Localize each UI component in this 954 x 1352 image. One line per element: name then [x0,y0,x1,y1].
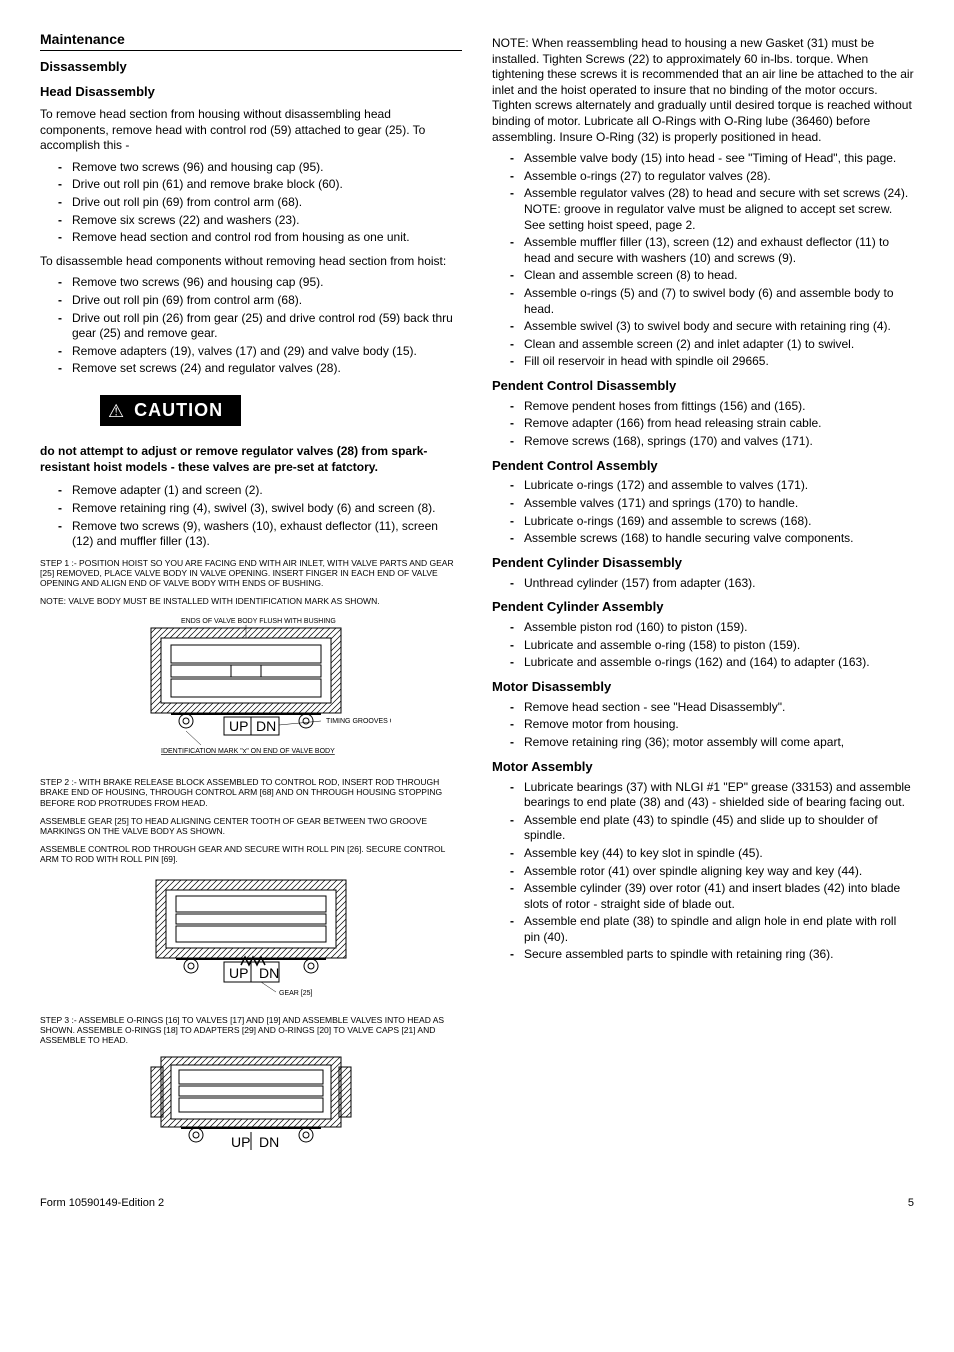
diagram-step2: UP DN GEAR [25] [40,870,462,1005]
list-item: Remove two screws (9), washers (10), exh… [72,519,462,550]
list-item: Remove two screws (96) and housing cap (… [72,275,462,291]
list-remove-head: Remove two screws (96) and housing cap (… [40,160,462,246]
list-item: Clean and assemble screen (2) and inlet … [524,337,914,353]
list-item: Remove retaining ring (36); motor assemb… [524,735,914,751]
label-up: UP [229,718,248,734]
heading-maintenance: Maintenance [40,30,462,51]
step2c-text: ASSEMBLE CONTROL ROD THROUGH GEAR AND SE… [40,844,462,864]
label-up: UP [231,1134,250,1150]
label-dn: DN [259,1134,279,1150]
list-item: Assemble valve body (15) into head - see… [524,151,914,167]
list-disassemble-head: Remove two screws (96) and housing cap (… [40,275,462,377]
list-item: Remove motor from housing. [524,717,914,733]
intro-text-2: To disassemble head components without r… [40,254,462,270]
list-item: Assemble piston rod (160) to piston (159… [524,620,914,636]
label-dn: DN [256,718,276,734]
list-item: Assemble rotor (41) over spindle alignin… [524,864,914,880]
list-item: Drive out roll pin (69) from control arm… [72,195,462,211]
list-item: Clean and assemble screen (8) to head. [524,268,914,284]
list-item: Assemble o-rings (5) and (7) to swivel b… [524,286,914,317]
list-item: Assemble key (44) to key slot in spindle… [524,846,914,862]
list-item: Assemble swivel (3) to swivel body and s… [524,319,914,335]
diagram-step3: UP DN [40,1052,462,1157]
list-item: Secure assembled parts to spindle with r… [524,947,914,963]
list-pcya: Assemble piston rod (160) to piston (159… [492,620,914,671]
list-item: Drive out roll pin (26) from gear (25) a… [72,311,462,342]
heading-pendent-control-asm: Pendent Control Assembly [492,458,914,475]
diag1-label-grooves: TIMING GROOVES ON VALVE BODY [326,718,391,725]
heading-pendent-control-dis: Pendent Control Disassembly [492,378,914,395]
list-assembly: Assemble valve body (15) into head - see… [492,151,914,370]
heading-motor-dis: Motor Disassembly [492,679,914,696]
list-item: Assemble end plate (43) to spindle (45) … [524,813,914,844]
heading-motor-asm: Motor Assembly [492,759,914,776]
list-item: Remove adapters (19), valves (17) and (2… [72,344,462,360]
list-motor-asm: Lubricate bearings (37) with NLGI #1 "EP… [492,780,914,964]
step1-note: NOTE: VALVE BODY MUST BE INSTALLED WITH … [40,596,462,606]
step1-text: STEP 1 :- POSITION HOIST SO YOU ARE FACI… [40,558,462,589]
list-item: Remove adapter (166) from head releasing… [524,416,914,432]
step3-text: STEP 3 :- ASSEMBLE O-RINGS [16] TO VALVE… [40,1015,462,1046]
list-pca: Lubricate o-rings (172) and assemble to … [492,478,914,546]
step2b-text: ASSEMBLE GEAR [25] TO HEAD ALIGNING CENT… [40,816,462,836]
list-item: Remove retaining ring (4), swivel (3), s… [72,501,462,517]
list-item: Lubricate bearings (37) with NLGI #1 "EP… [524,780,914,811]
list-item: Lubricate o-rings (169) and assemble to … [524,514,914,530]
list-item: Unthread cylinder (157) from adapter (16… [524,576,914,592]
list-item: Assemble screws (168) to handle securing… [524,531,914,547]
list-item: Fill oil reservoir in head with spindle … [524,354,914,370]
list-item: Remove pendent hoses from fittings (156)… [524,399,914,415]
diagram-step1: UP DN ENDS OF VALVE BODY FLUSH WITH BUSH… [40,613,462,768]
list-motor-dis: Remove head section - see "Head Disassem… [492,700,914,751]
list-item: Assemble muffler filler (13), screen (12… [524,235,914,266]
footer-page-number: 5 [908,1196,914,1210]
list-item: Remove six screws (22) and washers (23). [72,213,462,229]
warning-icon: ⚠ [108,402,124,420]
diag2-gear-label: GEAR [25] [279,990,313,997]
reassembly-note: NOTE: When reassembling head to housing … [492,36,914,145]
list-item: Drive out roll pin (61) and remove brake… [72,177,462,193]
diag1-label-id: IDENTIFICATION MARK "x" ON END OF VALVE … [161,748,335,755]
list-remove-adapter: Remove adapter (1) and screen (2). Remov… [40,483,462,549]
list-item: Lubricate and assemble o-rings (162) and… [524,655,914,671]
list-item: Lubricate o-rings (172) and assemble to … [524,478,914,494]
list-item: Assemble valves (171) and springs (170) … [524,496,914,512]
diag1-label-flush: ENDS OF VALVE BODY FLUSH WITH BUSHING [181,618,336,625]
list-item: Assemble cylinder (39) over rotor (41) a… [524,881,914,912]
page-footer: Form 10590149-Edition 2 5 [40,1196,914,1210]
footer-form: Form 10590149-Edition 2 [40,1196,164,1210]
list-item: Remove set screws (24) and regulator val… [72,361,462,377]
caution-box: ⚠ CAUTION [100,395,241,426]
list-item: Remove screws (168), springs (170) and v… [524,434,914,450]
heading-disassembly: Dissassembly [40,59,462,76]
heading-head-disassembly: Head Disassembly [40,84,462,101]
list-item: Remove two screws (96) and housing cap (… [72,160,462,176]
heading-pendent-cyl-asm: Pendent Cylinder Assembly [492,599,914,616]
caution-label: CAUTION [134,399,223,422]
list-item: Lubricate and assemble o-ring (158) to p… [524,638,914,654]
step2-text: STEP 2 :- WITH BRAKE RELEASE BLOCK ASSEM… [40,777,462,808]
list-item: Assemble o-rings (27) to regulator valve… [524,169,914,185]
label-up: UP [229,965,248,981]
list-item: Drive out roll pin (69) from control arm… [72,293,462,309]
list-pcd: Remove pendent hoses from fittings (156)… [492,399,914,450]
label-dn: DN [259,965,279,981]
list-item: Remove adapter (1) and screen (2). [72,483,462,499]
list-item: Remove head section and control rod from… [72,230,462,246]
heading-pendent-cyl-dis: Pendent Cylinder Disassembly [492,555,914,572]
list-pcyd: Unthread cylinder (157) from adapter (16… [492,576,914,592]
list-item: Assemble regulator valves (28) to head a… [524,186,914,233]
list-item: Assemble end plate (38) to spindle and a… [524,914,914,945]
intro-text-1: To remove head section from housing with… [40,107,462,154]
warning-text: do not attempt to adjust or remove regul… [40,444,462,475]
list-item: Remove head section - see "Head Disassem… [524,700,914,716]
